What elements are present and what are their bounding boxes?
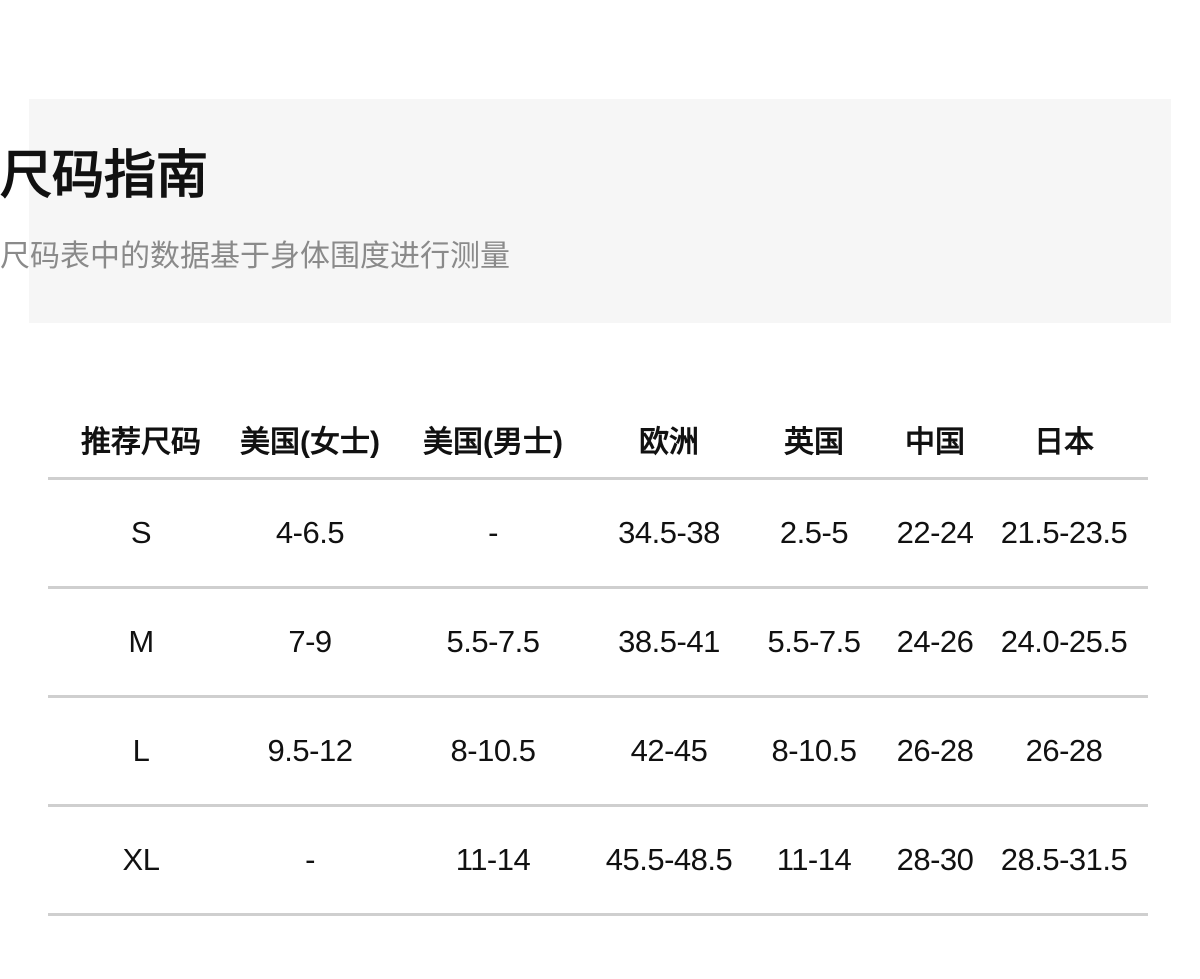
cell-us-women: 9.5-12 bbox=[234, 696, 386, 807]
cell-cn: 26-28 bbox=[890, 696, 980, 807]
size-chart-table: 推荐尺码 美国(女士) 美国(男士) 欧洲 英国 中国 日本 S 4-6.5-34… bbox=[48, 400, 1148, 916]
page-title: 尺码指南 bbox=[0, 147, 209, 205]
cell-cn: 22-24 bbox=[890, 478, 980, 589]
cell-jp: 28.5-31.5 bbox=[980, 805, 1148, 916]
cell-us-women: 7-9 bbox=[234, 587, 386, 698]
cell-jp: 24.0-25.5 bbox=[980, 587, 1148, 698]
size-guide-header bbox=[29, 99, 1171, 323]
table-row: XL -11-14 45.5-48.5 11-14 28-30 28.5-31.5 bbox=[48, 805, 1148, 916]
table-row: L 9.5-12 8-10.5 42-45 8-10.5 26-28 26-28 bbox=[48, 696, 1148, 807]
cell-recommended-size: L bbox=[48, 696, 234, 807]
cell-us-women: 4-6.5 bbox=[234, 478, 386, 589]
cell-eu: 45.5-48.5 bbox=[600, 805, 738, 916]
page-subtitle: 尺码表中的数据基于身体围度进行测量 bbox=[0, 240, 510, 273]
cell-recommended-size: XL bbox=[48, 805, 234, 916]
cell-cn: 28-30 bbox=[890, 805, 980, 916]
column-header-us-men: 美国(男士) bbox=[386, 400, 600, 480]
cell-uk: 2.5-5 bbox=[738, 478, 890, 589]
cell-us-men: 11-14 bbox=[386, 805, 600, 916]
table-header-row: 推荐尺码 美国(女士) 美国(男士) 欧洲 英国 中国 日本 bbox=[48, 400, 1148, 480]
column-header-recommended-size: 推荐尺码 bbox=[48, 400, 234, 480]
cell-uk: 5.5-7.5 bbox=[738, 587, 890, 698]
cell-eu: 42-45 bbox=[600, 696, 738, 807]
column-header-us-women: 美国(女士) bbox=[234, 400, 386, 480]
column-header-eu: 欧洲 bbox=[600, 400, 738, 480]
column-header-uk: 英国 bbox=[738, 400, 890, 480]
cell-jp: 21.5-23.5 bbox=[980, 478, 1148, 589]
cell-recommended-size: S bbox=[48, 478, 234, 589]
table-row: M 7-9 5.5-7.5 38.5-41 5.5-7.5 24-26 24.0-25.5 bbox=[48, 587, 1148, 698]
cell-jp: 26-28 bbox=[980, 696, 1148, 807]
cell-recommended-size: M bbox=[48, 587, 234, 698]
cell-us-women: - bbox=[234, 805, 386, 916]
cell-us-men: 8-10.5 bbox=[386, 696, 600, 807]
column-header-cn: 中国 bbox=[890, 400, 980, 480]
cell-eu: 34.5-38 bbox=[600, 478, 738, 589]
cell-us-men: - bbox=[386, 478, 600, 589]
cell-eu: 38.5-41 bbox=[600, 587, 738, 698]
cell-us-men: 5.5-7.5 bbox=[386, 587, 600, 698]
column-header-jp: 日本 bbox=[980, 400, 1148, 480]
cell-cn: 24-26 bbox=[890, 587, 980, 698]
cell-uk: 11-14 bbox=[738, 805, 890, 916]
cell-uk: 8-10.5 bbox=[738, 696, 890, 807]
table-row: S 4-6.5-34.5-38 2.5-5 22-24 21.5-23.5 bbox=[48, 478, 1148, 589]
